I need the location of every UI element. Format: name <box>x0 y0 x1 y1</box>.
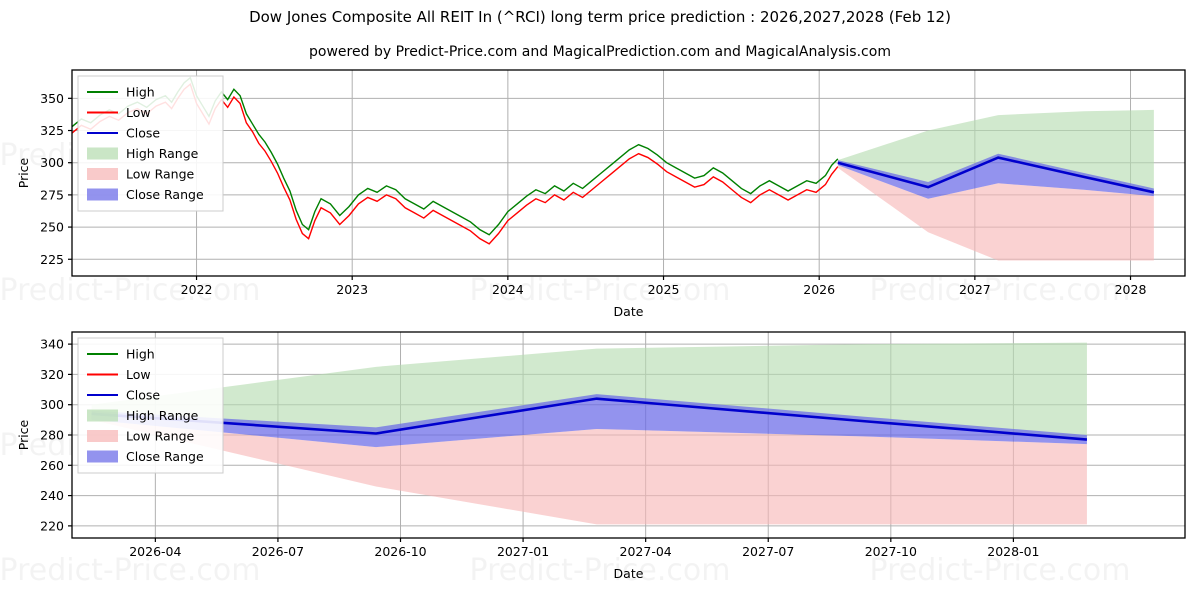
y-tick-label: 325 <box>40 123 64 138</box>
y-tick-label: 280 <box>40 428 64 443</box>
legend-item[interactable]: High Range <box>87 146 199 161</box>
y-tick-label: 300 <box>40 397 64 412</box>
close-range-band <box>837 153 1154 199</box>
watermark-text: Predict-Price.com <box>470 273 731 308</box>
legend-patch-swatch <box>87 409 118 422</box>
legend-patch-swatch <box>87 168 118 180</box>
legend-item[interactable]: High Range <box>87 408 199 423</box>
close-forecast-line <box>91 397 1088 441</box>
watermark-text: Predict-Price.com <box>870 273 1131 308</box>
legend-top: High Low Close High Range Low Range Close Ran… <box>77 75 224 212</box>
legend-item[interactable]: Low Range <box>87 429 195 444</box>
chart-panel-bottom: 220 240 260 280 300 320 340 2026-04 2026-07 2026-… <box>16 331 1186 581</box>
x-axis-label: Date <box>614 566 644 581</box>
legend-label: Close Range <box>126 187 204 202</box>
x-tick-label: 2023 <box>336 282 368 297</box>
close-forecast-line <box>837 156 1155 194</box>
plot-area-bottom <box>91 342 1088 525</box>
legend-label: Close <box>126 126 160 141</box>
watermark-text: Predict-Price.com <box>470 553 731 588</box>
legend-label: Low <box>126 367 151 382</box>
legend-item[interactable]: High <box>87 347 155 362</box>
x-tick-label: 2022 <box>181 282 213 297</box>
y-tick-label: 225 <box>40 252 64 267</box>
x-tick-label: 2028-01 <box>987 544 1039 559</box>
legend-item[interactable]: Low <box>87 367 151 382</box>
legend-label: Low <box>126 105 151 120</box>
legend-patch-swatch <box>87 450 118 463</box>
y-tick-label: 250 <box>40 220 64 235</box>
x-tick-label: 2025 <box>648 282 680 297</box>
axis-labels-bottom: 220 240 260 280 300 320 340 2026-04 2026-07 2026-… <box>16 337 1040 581</box>
legend-label: Low Range <box>126 429 195 444</box>
legend-item[interactable]: Low <box>87 105 151 120</box>
low-range-band <box>837 165 1154 261</box>
watermark-text: Predict-Price.com <box>870 553 1131 588</box>
x-tick-label: 2026-07 <box>252 544 304 559</box>
page-subtitle: powered by Predict-Price.com and Magical… <box>309 44 891 60</box>
low-range-band <box>91 419 1087 525</box>
x-tick-label: 2027-04 <box>620 544 672 559</box>
x-tick-label: 2027-07 <box>742 544 794 559</box>
y-tick-label: 220 <box>40 518 64 533</box>
legend-item[interactable]: Close <box>87 126 160 141</box>
legend-patch-swatch <box>87 147 118 160</box>
legend-patch-swatch <box>87 188 118 201</box>
watermark-text: Predict-Price.com <box>0 273 260 308</box>
watermark-text: Predict-Price.com <box>0 553 260 588</box>
legend-label: Close Range <box>126 449 204 464</box>
y-tick-label: 260 <box>40 458 64 473</box>
x-tick-label: 2024 <box>492 282 524 297</box>
y-tick-label: 320 <box>40 367 64 382</box>
x-tick-label: 2026-10 <box>374 544 426 559</box>
x-tick-label: 2027-10 <box>865 544 917 559</box>
legend-label: Close <box>126 388 160 403</box>
legend-item[interactable]: Close Range <box>87 187 204 202</box>
axis-labels-top: 225 250 275 300 325 350 2022 2023 2024 2025 2026 20… <box>16 91 1146 319</box>
x-tick-label: 2027-01 <box>497 544 549 559</box>
legend-label: High Range <box>126 146 199 161</box>
chart-panel-top: 225 250 275 300 325 350 2022 2023 2024 2025 2026 20… <box>16 69 1186 319</box>
y-tick-label: 300 <box>40 155 64 170</box>
y-axis-label: Price <box>16 419 31 450</box>
y-tick-label: 275 <box>40 187 64 202</box>
page-title: Dow Jones Composite All REIT In (^RCI) l… <box>249 8 951 26</box>
legend-item[interactable]: Low Range <box>87 167 195 182</box>
legend-label: High <box>126 85 155 100</box>
close-range-band <box>91 394 1087 448</box>
legend-patch-swatch <box>87 430 118 442</box>
legend-item[interactable]: Close <box>87 388 160 403</box>
y-tick-label: 240 <box>40 488 64 503</box>
x-tick-label: 2026-04 <box>129 544 181 559</box>
axes-frame-top <box>71 69 1186 277</box>
x-tick-label: 2027 <box>959 282 991 297</box>
x-axis-label: Date <box>614 304 644 319</box>
legend-bottom: High Low Close High Range Low Range Close Ran… <box>77 337 224 474</box>
y-tick-label: 350 <box>40 91 64 106</box>
plot-area-top <box>72 76 1155 261</box>
x-tick-label: 2026 <box>803 282 835 297</box>
y-tick-label: 340 <box>40 337 64 352</box>
legend-label: High Range <box>126 408 199 423</box>
legend-label: Low Range <box>126 167 195 182</box>
x-tick-label: 2028 <box>1115 282 1147 297</box>
legend-item[interactable]: High <box>87 85 155 100</box>
y-axis-label: Price <box>16 157 31 188</box>
legend-label: High <box>126 347 155 362</box>
legend-item[interactable]: Close Range <box>87 449 204 464</box>
